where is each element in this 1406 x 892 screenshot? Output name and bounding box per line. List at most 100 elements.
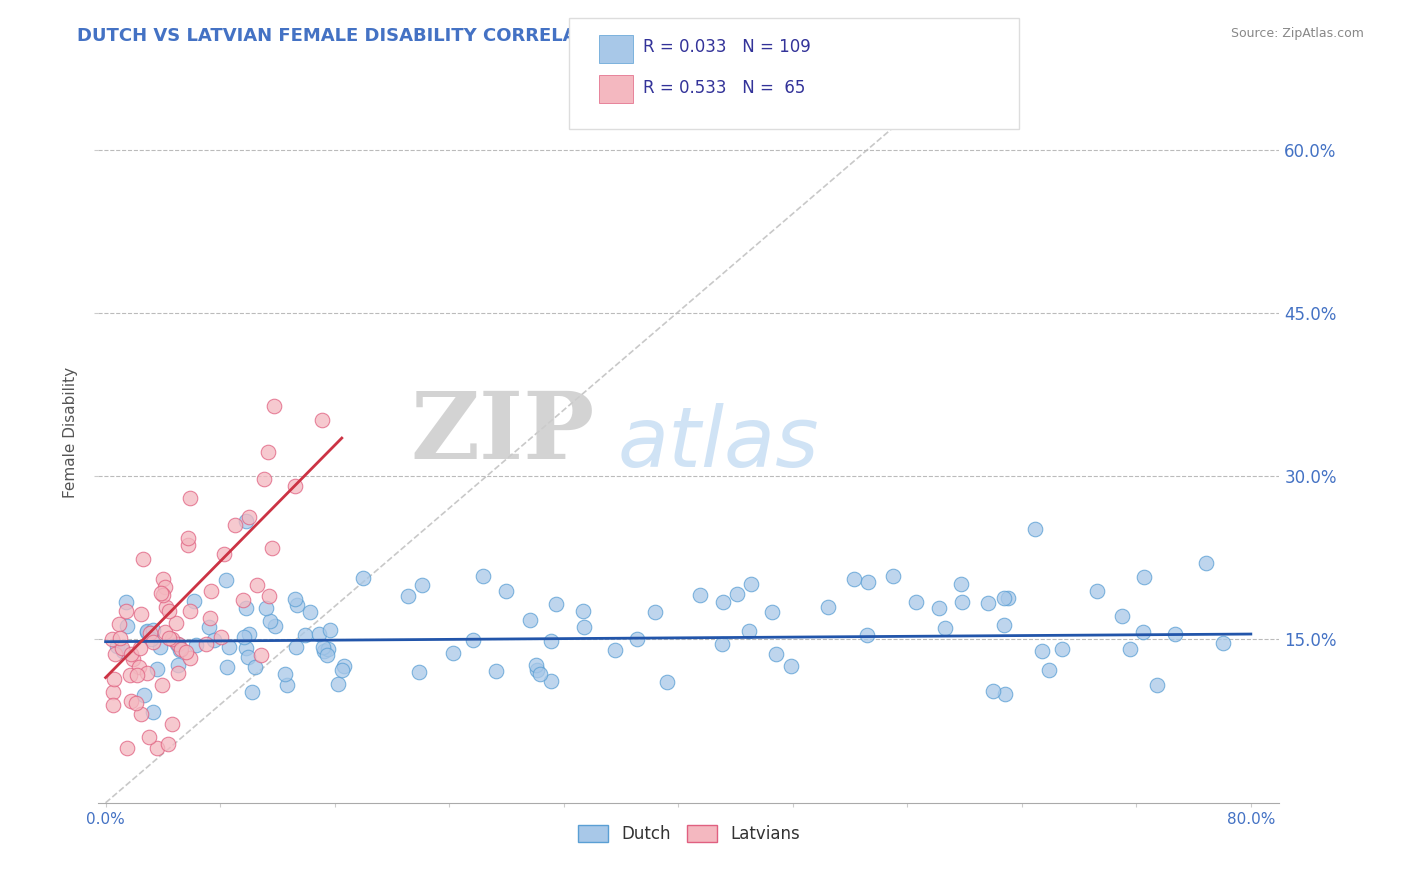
- Dutch: [529, 666, 551, 681]
- Latvians: [103, 698, 125, 712]
- Latvians: [138, 730, 160, 744]
- Dutch: [284, 640, 307, 655]
- Latvians: [132, 552, 155, 566]
- Latvians: [120, 648, 142, 662]
- Latvians: [157, 604, 180, 618]
- Dutch: [114, 595, 136, 609]
- Dutch: [218, 640, 240, 655]
- Dutch: [408, 665, 430, 679]
- Latvians: [179, 650, 201, 665]
- Dutch: [1146, 678, 1168, 692]
- Dutch: [197, 620, 219, 634]
- Latvians: [257, 589, 280, 603]
- Latvians: [232, 592, 254, 607]
- Dutch: [540, 673, 562, 688]
- Dutch: [1085, 583, 1108, 598]
- Dutch: [856, 574, 879, 589]
- Latvians: [165, 616, 187, 631]
- Latvians: [177, 531, 200, 545]
- Dutch: [330, 663, 353, 677]
- Dutch: [817, 600, 839, 615]
- Latvians: [177, 538, 200, 552]
- Latvians: [209, 630, 232, 644]
- Latvians: [120, 694, 142, 708]
- Dutch: [396, 589, 419, 603]
- Dutch: [264, 619, 287, 633]
- Latvians: [150, 678, 173, 692]
- Latvians: [160, 632, 183, 646]
- Latvians: [108, 617, 131, 632]
- Dutch: [1031, 644, 1053, 658]
- Dutch: [882, 569, 904, 583]
- Dutch: [526, 664, 548, 678]
- Latvians: [311, 413, 333, 427]
- Latvians: [179, 604, 201, 618]
- Latvians: [212, 547, 235, 561]
- Latvians: [195, 637, 218, 651]
- Dutch: [571, 604, 593, 618]
- Dutch: [136, 624, 159, 638]
- Latvians: [179, 491, 201, 505]
- Dutch: [287, 598, 309, 612]
- Latvians: [101, 684, 124, 698]
- Latvians: [224, 518, 246, 533]
- Latvians: [128, 660, 150, 674]
- Latvians: [157, 631, 180, 645]
- Dutch: [856, 628, 879, 642]
- Dutch: [519, 613, 541, 627]
- Dutch: [472, 569, 495, 583]
- Dutch: [740, 577, 762, 591]
- Latvians: [146, 741, 169, 756]
- Latvians: [111, 641, 134, 656]
- Dutch: [235, 514, 257, 528]
- Dutch: [546, 597, 568, 611]
- Y-axis label: Female Disability: Female Disability: [63, 367, 79, 499]
- Dutch: [273, 666, 295, 681]
- Text: ZIP: ZIP: [411, 388, 595, 477]
- Dutch: [316, 648, 339, 662]
- Dutch: [626, 632, 648, 647]
- Dutch: [411, 578, 433, 592]
- Latvians: [129, 607, 152, 621]
- Dutch: [235, 640, 257, 655]
- Latvians: [166, 665, 188, 680]
- Dutch: [169, 643, 191, 657]
- Dutch: [1052, 641, 1074, 656]
- Dutch: [333, 659, 356, 673]
- Dutch: [352, 571, 374, 585]
- Latvians: [125, 667, 148, 681]
- Dutch: [184, 638, 207, 652]
- Latvians: [155, 599, 177, 614]
- Latvians: [253, 472, 276, 486]
- Latvians: [249, 648, 271, 662]
- Latvians: [155, 580, 177, 594]
- Dutch: [236, 650, 259, 665]
- Dutch: [142, 705, 165, 719]
- Dutch: [540, 633, 562, 648]
- Text: DUTCH VS LATVIAN FEMALE DISABILITY CORRELATION CHART: DUTCH VS LATVIAN FEMALE DISABILITY CORRE…: [77, 27, 699, 45]
- Dutch: [779, 659, 801, 673]
- Latvians: [284, 479, 307, 493]
- Text: Source: ZipAtlas.com: Source: ZipAtlas.com: [1230, 27, 1364, 40]
- Dutch: [308, 627, 330, 641]
- Dutch: [316, 642, 339, 657]
- Latvians: [125, 696, 148, 710]
- Latvians: [101, 632, 124, 646]
- Latvians: [114, 604, 136, 618]
- Dutch: [904, 595, 927, 609]
- Dutch: [928, 601, 950, 615]
- Latvians: [200, 583, 222, 598]
- Text: atlas: atlas: [619, 403, 820, 484]
- Latvians: [246, 578, 269, 592]
- Dutch: [166, 658, 188, 673]
- Latvians: [152, 572, 174, 586]
- Text: R = 0.033   N = 109: R = 0.033 N = 109: [643, 38, 810, 56]
- Dutch: [259, 614, 281, 628]
- Dutch: [495, 583, 517, 598]
- Dutch: [983, 683, 1005, 698]
- Dutch: [240, 685, 263, 699]
- Latvians: [135, 665, 157, 680]
- Latvians: [238, 510, 260, 524]
- Dutch: [326, 677, 349, 691]
- Dutch: [463, 632, 485, 647]
